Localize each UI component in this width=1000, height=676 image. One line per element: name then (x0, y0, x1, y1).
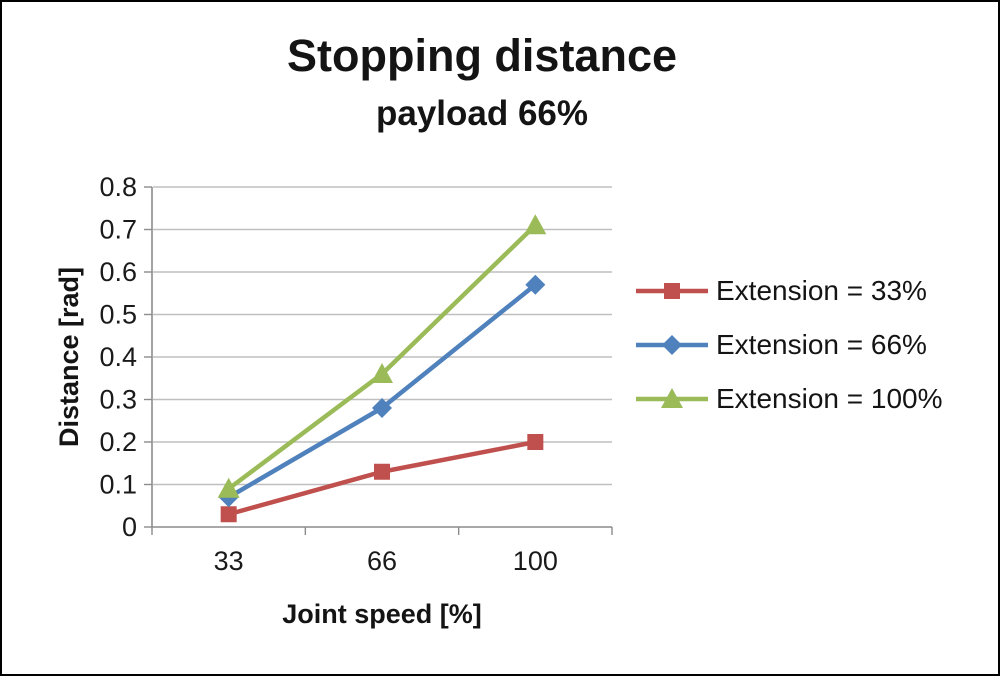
marker-triangle-icon (371, 363, 393, 383)
series-extension-100 (217, 214, 547, 498)
y-tick-label: 0.6 (99, 257, 137, 287)
x-tick-label: 33 (214, 546, 244, 576)
legend-item: Extension = 66% (634, 328, 943, 362)
y-tick-label: 0 (122, 512, 137, 542)
legend-triangle-icon (636, 388, 708, 408)
x-tick-label: 100 (513, 546, 558, 576)
y-axis-title: Distance [rad] (54, 266, 84, 448)
chart-title: Stopping distance (286, 30, 677, 81)
legend: Extension = 33% Extension = 66% Extension … (634, 274, 943, 416)
legend-item-label: Extension = 100% (716, 383, 943, 414)
marker-triangle-icon (661, 388, 683, 408)
legend-diamond-icon (636, 335, 708, 355)
marker-diamond-icon (662, 335, 682, 355)
marker-triangle-icon (524, 214, 547, 235)
legend-item: Extension = 33% (634, 274, 943, 308)
y-tick-label: 0.2 (99, 427, 137, 457)
y-tick-label: 0.1 (99, 470, 137, 500)
y-tick-label: 0.4 (99, 342, 137, 372)
legend-item-label: Extension = 66% (716, 329, 927, 360)
marker-square-icon (374, 463, 390, 480)
series-extension-33 (220, 434, 544, 523)
legend-item: Extension = 100% (634, 382, 943, 416)
legend-square-icon (636, 283, 708, 299)
marker-diamond-icon (525, 274, 546, 295)
marker-triangle-icon (217, 477, 240, 498)
y-tick-label: 0.5 (99, 300, 137, 330)
legend-item-label: Extension = 33% (716, 275, 927, 306)
y-tick-label: 0.7 (99, 215, 137, 245)
marker-diamond-icon (372, 398, 392, 418)
marker-square-icon (220, 506, 237, 523)
y-tick-label: 0.8 (99, 172, 137, 202)
marker-square-icon (664, 283, 680, 299)
marker-square-icon (527, 434, 544, 450)
chart-subtitle: payload 66% (375, 94, 589, 133)
x-axis-title: Joint speed [%] (282, 599, 482, 629)
x-tick-label: 66 (367, 546, 397, 576)
y-tick-label: 0.3 (99, 385, 137, 415)
